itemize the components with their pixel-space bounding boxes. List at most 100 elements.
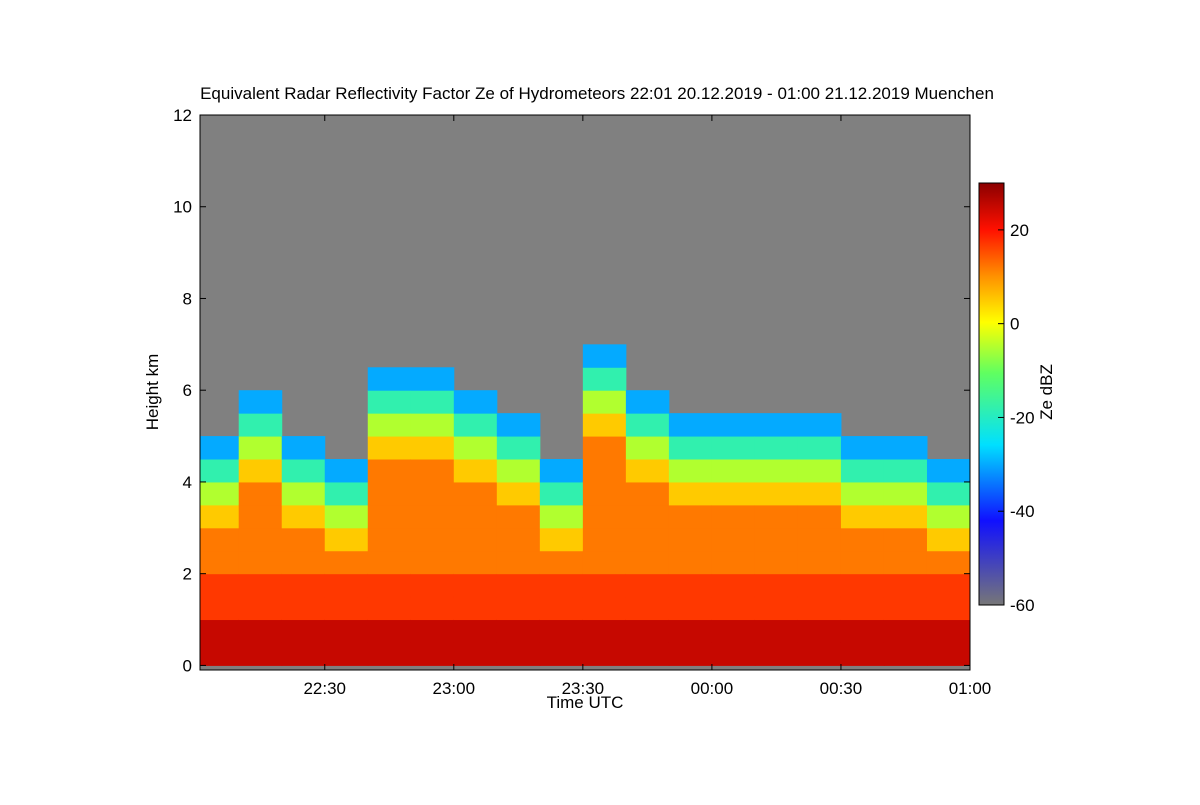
heatmap-cell: [367, 367, 412, 391]
heatmap-cell: [840, 527, 885, 552]
heatmap-cell: [668, 436, 713, 460]
heatmap-cell: [668, 619, 713, 643]
heatmap-cell: [281, 642, 326, 666]
heatmap-cell: [453, 527, 498, 552]
heatmap-cell: [625, 504, 670, 529]
heatmap-cell: [625, 481, 670, 506]
heatmap-cell: [238, 436, 283, 460]
heatmap-cell: [840, 459, 885, 483]
heatmap-cell: [539, 504, 584, 529]
heatmap-cell: [539, 642, 584, 666]
heatmap-cell: [281, 527, 326, 552]
heatmap-cell: [367, 481, 412, 506]
heatmap-cell: [668, 504, 713, 529]
heatmap-cell: [238, 504, 283, 529]
heatmap-cell: [367, 504, 412, 529]
heatmap-cell: [281, 573, 326, 598]
heatmap-cell: [367, 436, 412, 460]
heatmap-cell: [200, 527, 240, 552]
heatmap-cell: [324, 459, 369, 483]
heatmap-cell: [754, 619, 799, 643]
heatmap-cell: [668, 459, 713, 483]
heatmap-cell: [926, 642, 970, 666]
heatmap-cell: [496, 619, 541, 643]
heatmap-cell: [324, 619, 369, 643]
heatmap-cell: [797, 619, 842, 643]
heatmap-cell: [883, 550, 928, 575]
heatmap-cell: [582, 413, 627, 437]
heatmap-cell: [367, 390, 412, 414]
heatmap-cell: [453, 642, 498, 666]
heatmap-cell: [410, 550, 455, 575]
heatmap-cell: [539, 481, 584, 506]
heatmap-cell: [840, 436, 885, 460]
y-tick-label: 10: [173, 198, 192, 217]
colorbar-tick-label: -60: [1010, 596, 1035, 615]
x-tick-label: 00:30: [820, 679, 863, 698]
heatmap-cell: [453, 459, 498, 483]
heatmap-cell: [797, 436, 842, 460]
heatmap-cell: [625, 573, 670, 598]
x-axis-label: Time UTC: [547, 693, 624, 712]
heatmap-cell: [410, 596, 455, 621]
heatmap-cell: [582, 504, 627, 529]
heatmap-cell: [711, 573, 756, 598]
heatmap-cell: [797, 413, 842, 437]
heatmap-cell: [410, 413, 455, 437]
heatmap-cell: [883, 527, 928, 552]
heatmap-cell: [926, 504, 970, 529]
heatmap-cell: [754, 504, 799, 529]
heatmap-cell: [883, 436, 928, 460]
heatmap-cell: [754, 481, 799, 506]
heatmap-cell: [496, 550, 541, 575]
heatmap-cell: [582, 481, 627, 506]
heatmap-cell: [582, 596, 627, 621]
heatmap-cell: [883, 481, 928, 506]
colorbar-tick-label: -40: [1010, 502, 1035, 521]
heatmap-cell: [200, 550, 240, 575]
heatmap-cell: [539, 619, 584, 643]
heatmap-cell: [582, 459, 627, 483]
heatmap-cell: [324, 550, 369, 575]
heatmap-cell: [625, 390, 670, 414]
heatmap-cell: [625, 527, 670, 552]
heatmap-cell: [582, 367, 627, 391]
heatmap-cell: [324, 504, 369, 529]
heatmap-cell: [410, 573, 455, 598]
heatmap-cell: [539, 550, 584, 575]
heatmap-cell: [453, 619, 498, 643]
heatmap-cell: [496, 413, 541, 437]
plot-frame: [199, 114, 971, 671]
heatmap-cell: [711, 527, 756, 552]
heatmap-cell: [883, 459, 928, 483]
heatmap-cell: [324, 573, 369, 598]
heatmap-cell: [238, 550, 283, 575]
heatmap-cell: [582, 642, 627, 666]
heatmap-cell: [754, 436, 799, 460]
heatmap-cell: [582, 619, 627, 643]
heatmap-cell: [797, 573, 842, 598]
heatmap-cell: [797, 642, 842, 666]
heatmap-cell: [200, 642, 240, 666]
colorbar-label: Ze dBZ: [1037, 364, 1056, 420]
heatmap-cell: [410, 459, 455, 483]
heatmap-cell: [883, 504, 928, 529]
heatmap-cell: [496, 573, 541, 598]
heatmap-cell: [711, 413, 756, 437]
heatmap-cell: [582, 344, 627, 368]
x-tick-label: 23:30: [562, 679, 605, 698]
heatmap-cell: [840, 573, 885, 598]
x-tick-label: 01:00: [949, 679, 992, 698]
heatmap-cell: [711, 642, 756, 666]
y-tick-label: 2: [183, 565, 192, 584]
heatmap-cell: [410, 642, 455, 666]
heatmap-cell: [625, 436, 670, 460]
heatmap-cell: [281, 504, 326, 529]
heatmap-cell: [496, 596, 541, 621]
heatmap-cell: [238, 459, 283, 483]
y-tick-label: 0: [183, 656, 192, 675]
heatmap-cell: [539, 527, 584, 552]
heatmap-cell: [367, 642, 412, 666]
heatmap-cell: [453, 596, 498, 621]
heatmap-cell: [797, 596, 842, 621]
